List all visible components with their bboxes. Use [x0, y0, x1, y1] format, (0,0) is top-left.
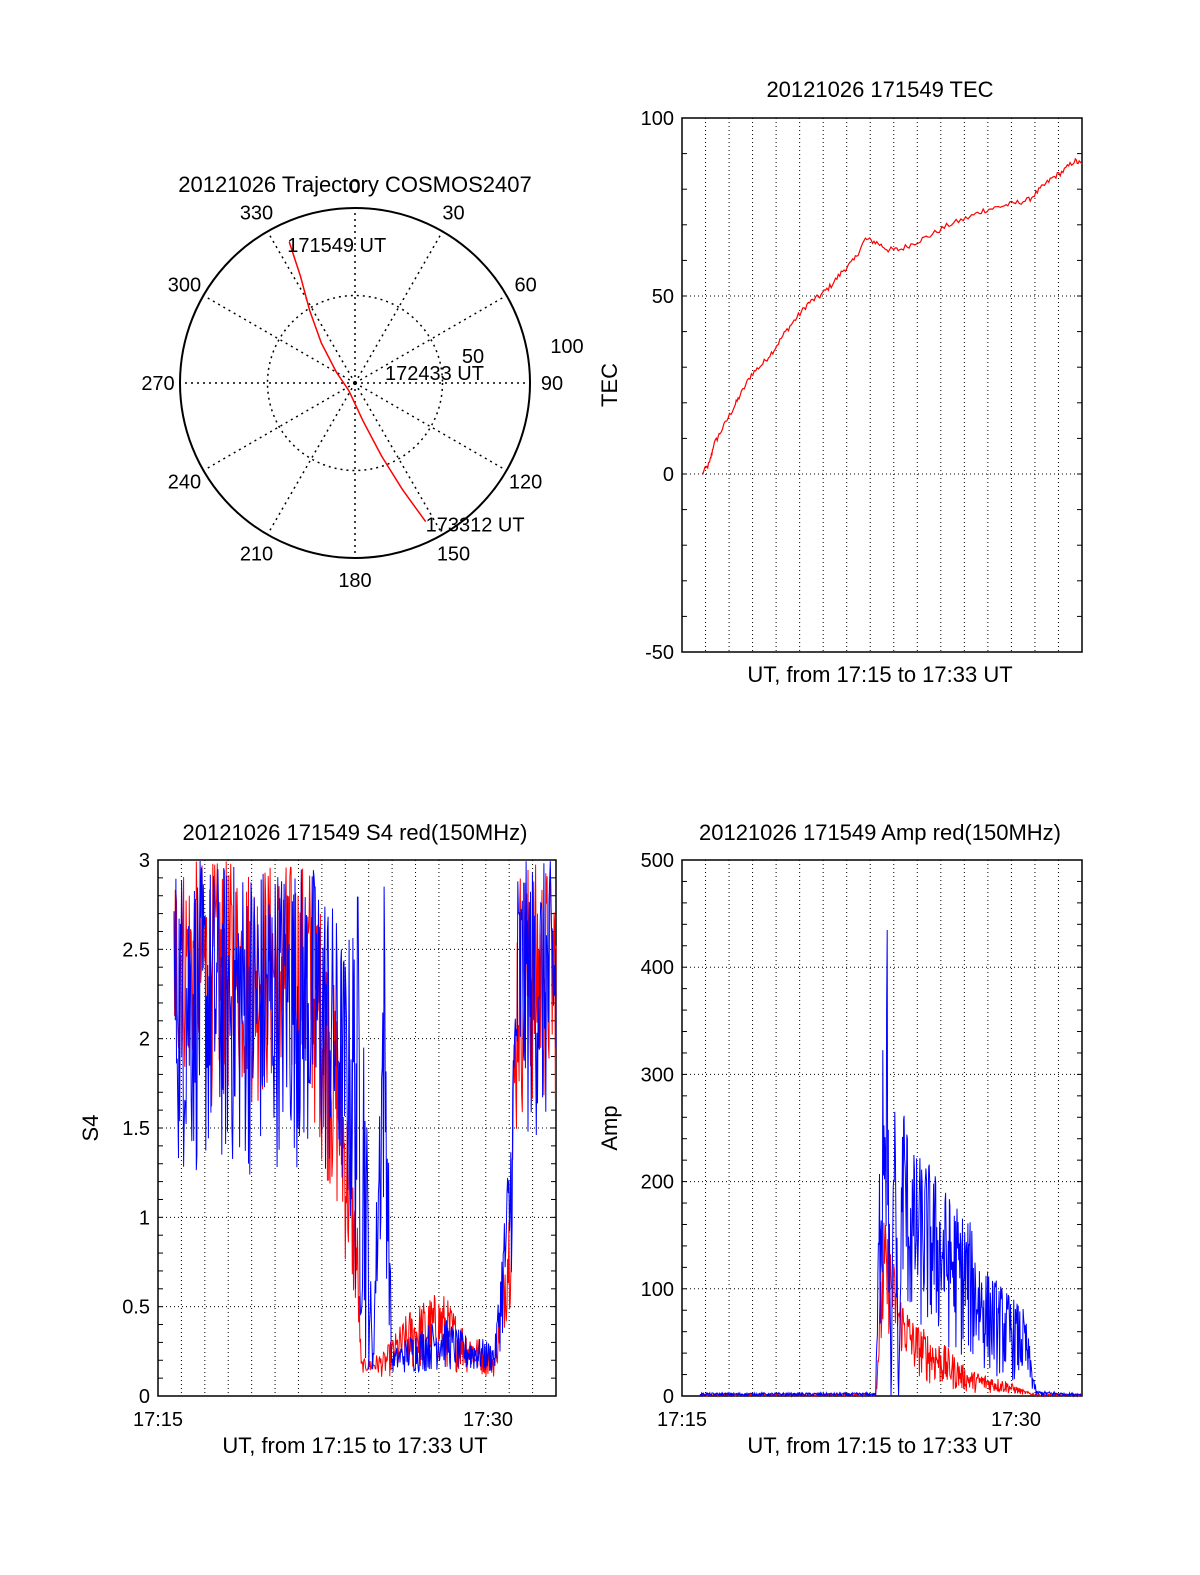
polar-angle-label: 210 — [240, 544, 273, 566]
tec-y-tick: 100 — [641, 108, 674, 130]
polar-radial-label: 100 — [550, 336, 583, 358]
polar-angle-label: 120 — [509, 472, 542, 494]
polar-angle-label: 30 — [442, 202, 464, 224]
polar-spoke — [354, 231, 444, 384]
polar-trajectory-line — [288, 241, 427, 523]
plot-frame — [681, 117, 1083, 653]
s4-y-tick: 2.5 — [122, 939, 150, 961]
polar-mid-label: 172433 UT — [385, 363, 484, 385]
s4-y-tick: 2 — [139, 1029, 150, 1051]
s4-y-tick: 0.5 — [122, 1297, 150, 1319]
s4-y-tick: 0 — [139, 1386, 150, 1408]
tec-series-line — [701, 157, 1083, 475]
polar-spoke — [266, 231, 356, 384]
polar-inner-ring — [266, 294, 444, 472]
polar-spoke — [354, 382, 444, 535]
x-tick-label: 17:30 — [463, 1409, 513, 1431]
polar-start-label: 171549 UT — [287, 235, 386, 257]
s4-y-tick: 1.5 — [122, 1118, 150, 1140]
x-tick-label: 17:15 — [657, 1409, 707, 1431]
polar-angle-label: 240 — [168, 472, 201, 494]
amp-series-blue — [699, 929, 1083, 1398]
polar-title: 20121026 Trajectory COSMOS2407 — [178, 172, 531, 197]
tec-xlabel: UT, from 17:15 to 17:33 UT — [747, 662, 1012, 687]
polar-spoke — [354, 382, 507, 472]
polar-end-label: 173312 UT — [426, 515, 525, 537]
amp-y-tick: 200 — [641, 1172, 674, 1194]
amp-series-red — [699, 1222, 1083, 1398]
polar-angle-label: 90 — [541, 373, 563, 395]
tec-y-tick: 0 — [663, 464, 674, 486]
polar-trajectory-chart: 20121026 Trajectory COSMOS2407 0 30 60 90 12… — [141, 172, 583, 592]
amp-y-tick: 500 — [641, 850, 674, 872]
polar-angle-label: 300 — [168, 275, 201, 297]
amp-xlabel: UT, from 17:15 to 17:33 UT — [747, 1433, 1012, 1458]
s4-chart: 20121026 171549 S4 red(150MHz) UT, from … — [78, 820, 557, 1458]
s4-y-tick: 3 — [139, 850, 150, 872]
s4-xlabel: UT, from 17:15 to 17:33 UT — [222, 1433, 487, 1458]
polar-spoke — [266, 382, 356, 535]
s4-title: 20121026 171549 S4 red(150MHz) — [183, 820, 528, 845]
polar-angle-label: 150 — [437, 544, 470, 566]
tec-ylabel: TEC — [597, 363, 622, 407]
amp-title: 20121026 171549 Amp red(150MHz) — [699, 820, 1061, 845]
amp-y-tick: 100 — [641, 1279, 674, 1301]
amp-y-tick: 400 — [641, 957, 674, 979]
polar-radial-label: 50 — [462, 346, 484, 368]
polar-spoke — [203, 382, 356, 472]
polar-angle-label: 180 — [338, 570, 371, 592]
tec-chart: 20121026 171549 TEC UT, from 17:15 to 17… — [597, 77, 1083, 687]
x-tick-label: 17:15 — [133, 1409, 183, 1431]
s4-series-blue — [173, 860, 557, 1374]
x-tick-label: 17:30 — [991, 1409, 1041, 1431]
amp-ylabel: Amp — [597, 1105, 622, 1150]
polar-angle-label: 330 — [240, 202, 273, 224]
amp-y-tick: 300 — [641, 1064, 674, 1086]
polar-spoke — [203, 294, 356, 384]
polar-angle-label: 270 — [141, 373, 174, 395]
tec-y-tick: 50 — [652, 286, 674, 308]
tec-y-tick: -50 — [645, 642, 674, 664]
amp-chart: 20121026 171549 Amp red(150MHz) UT, from… — [597, 820, 1083, 1458]
polar-spoke — [354, 294, 507, 384]
plot-frame — [681, 859, 1083, 1397]
amp-y-tick: 0 — [663, 1386, 674, 1408]
s4-y-tick: 1 — [139, 1207, 150, 1229]
tec-title: 20121026 171549 TEC — [766, 77, 993, 102]
polar-angle-label: 60 — [514, 275, 536, 297]
polar-angle-label: 0 — [349, 176, 360, 198]
s4-ylabel: S4 — [78, 1115, 103, 1142]
